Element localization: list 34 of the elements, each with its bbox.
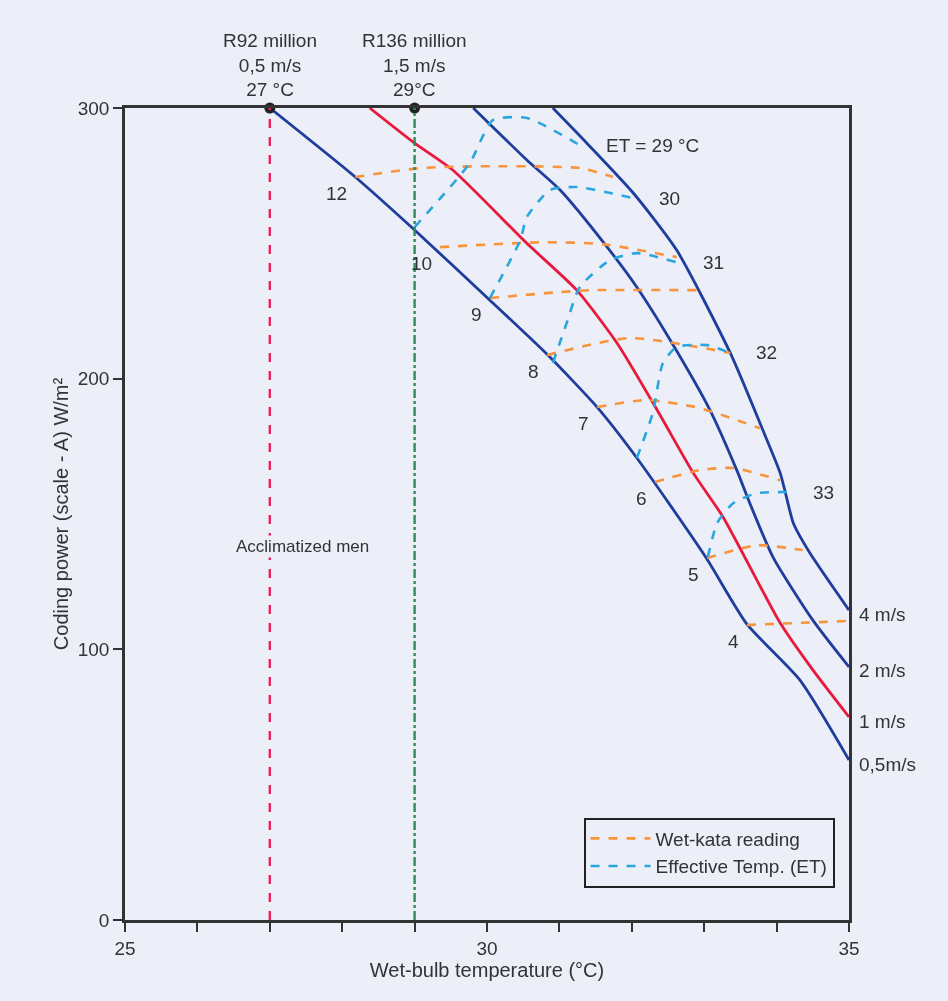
line-series xyxy=(368,108,849,719)
annotation: ET = 29 °C xyxy=(606,135,700,156)
y-tick-label: 200 xyxy=(77,368,110,390)
annotation: 33 xyxy=(813,482,835,503)
ref-line-label: R92 million 0,5 m/s 27 °C xyxy=(223,30,317,101)
annotation: 31 xyxy=(703,252,725,273)
annotation: 9 xyxy=(471,304,482,325)
x-tick-label: 25 xyxy=(114,937,136,959)
x-tick-label: 35 xyxy=(838,937,860,959)
legend-label: Wet-kata reading xyxy=(655,828,800,850)
series-label: 1 m/s xyxy=(859,711,906,732)
series-label: 2 m/s xyxy=(859,660,906,681)
annotation: 30 xyxy=(659,188,681,209)
annotation: 4 xyxy=(728,631,739,652)
line-series xyxy=(551,108,849,612)
x-tick-label: 30 xyxy=(476,937,498,959)
annotation: 7 xyxy=(578,413,589,434)
annotation: 32 xyxy=(756,342,778,363)
annotation: 8 xyxy=(528,361,539,382)
annotation: 12 xyxy=(326,183,348,204)
line-series xyxy=(471,108,849,669)
annotation: Acclimatized men xyxy=(236,537,370,556)
legend-label: Effective Temp. (ET) xyxy=(655,856,827,878)
y-tick-label: 100 xyxy=(77,638,110,660)
annotation: 10 xyxy=(411,253,433,274)
series-label: 0,5m/s xyxy=(859,754,917,775)
x-axis-title: Wet-bulb temperature (°C) xyxy=(369,959,605,982)
ref-line-label: R136 million 1,5 m/s 29°C xyxy=(362,30,467,101)
annotation: 6 xyxy=(636,488,647,509)
y-tick-label: 0 xyxy=(98,909,110,931)
series-label: 4 m/s xyxy=(859,604,906,625)
y-axis-title: Coding power (scale - A) W/m² xyxy=(50,377,73,651)
annotation: 5 xyxy=(688,564,699,585)
y-tick-label: 300 xyxy=(77,97,110,119)
